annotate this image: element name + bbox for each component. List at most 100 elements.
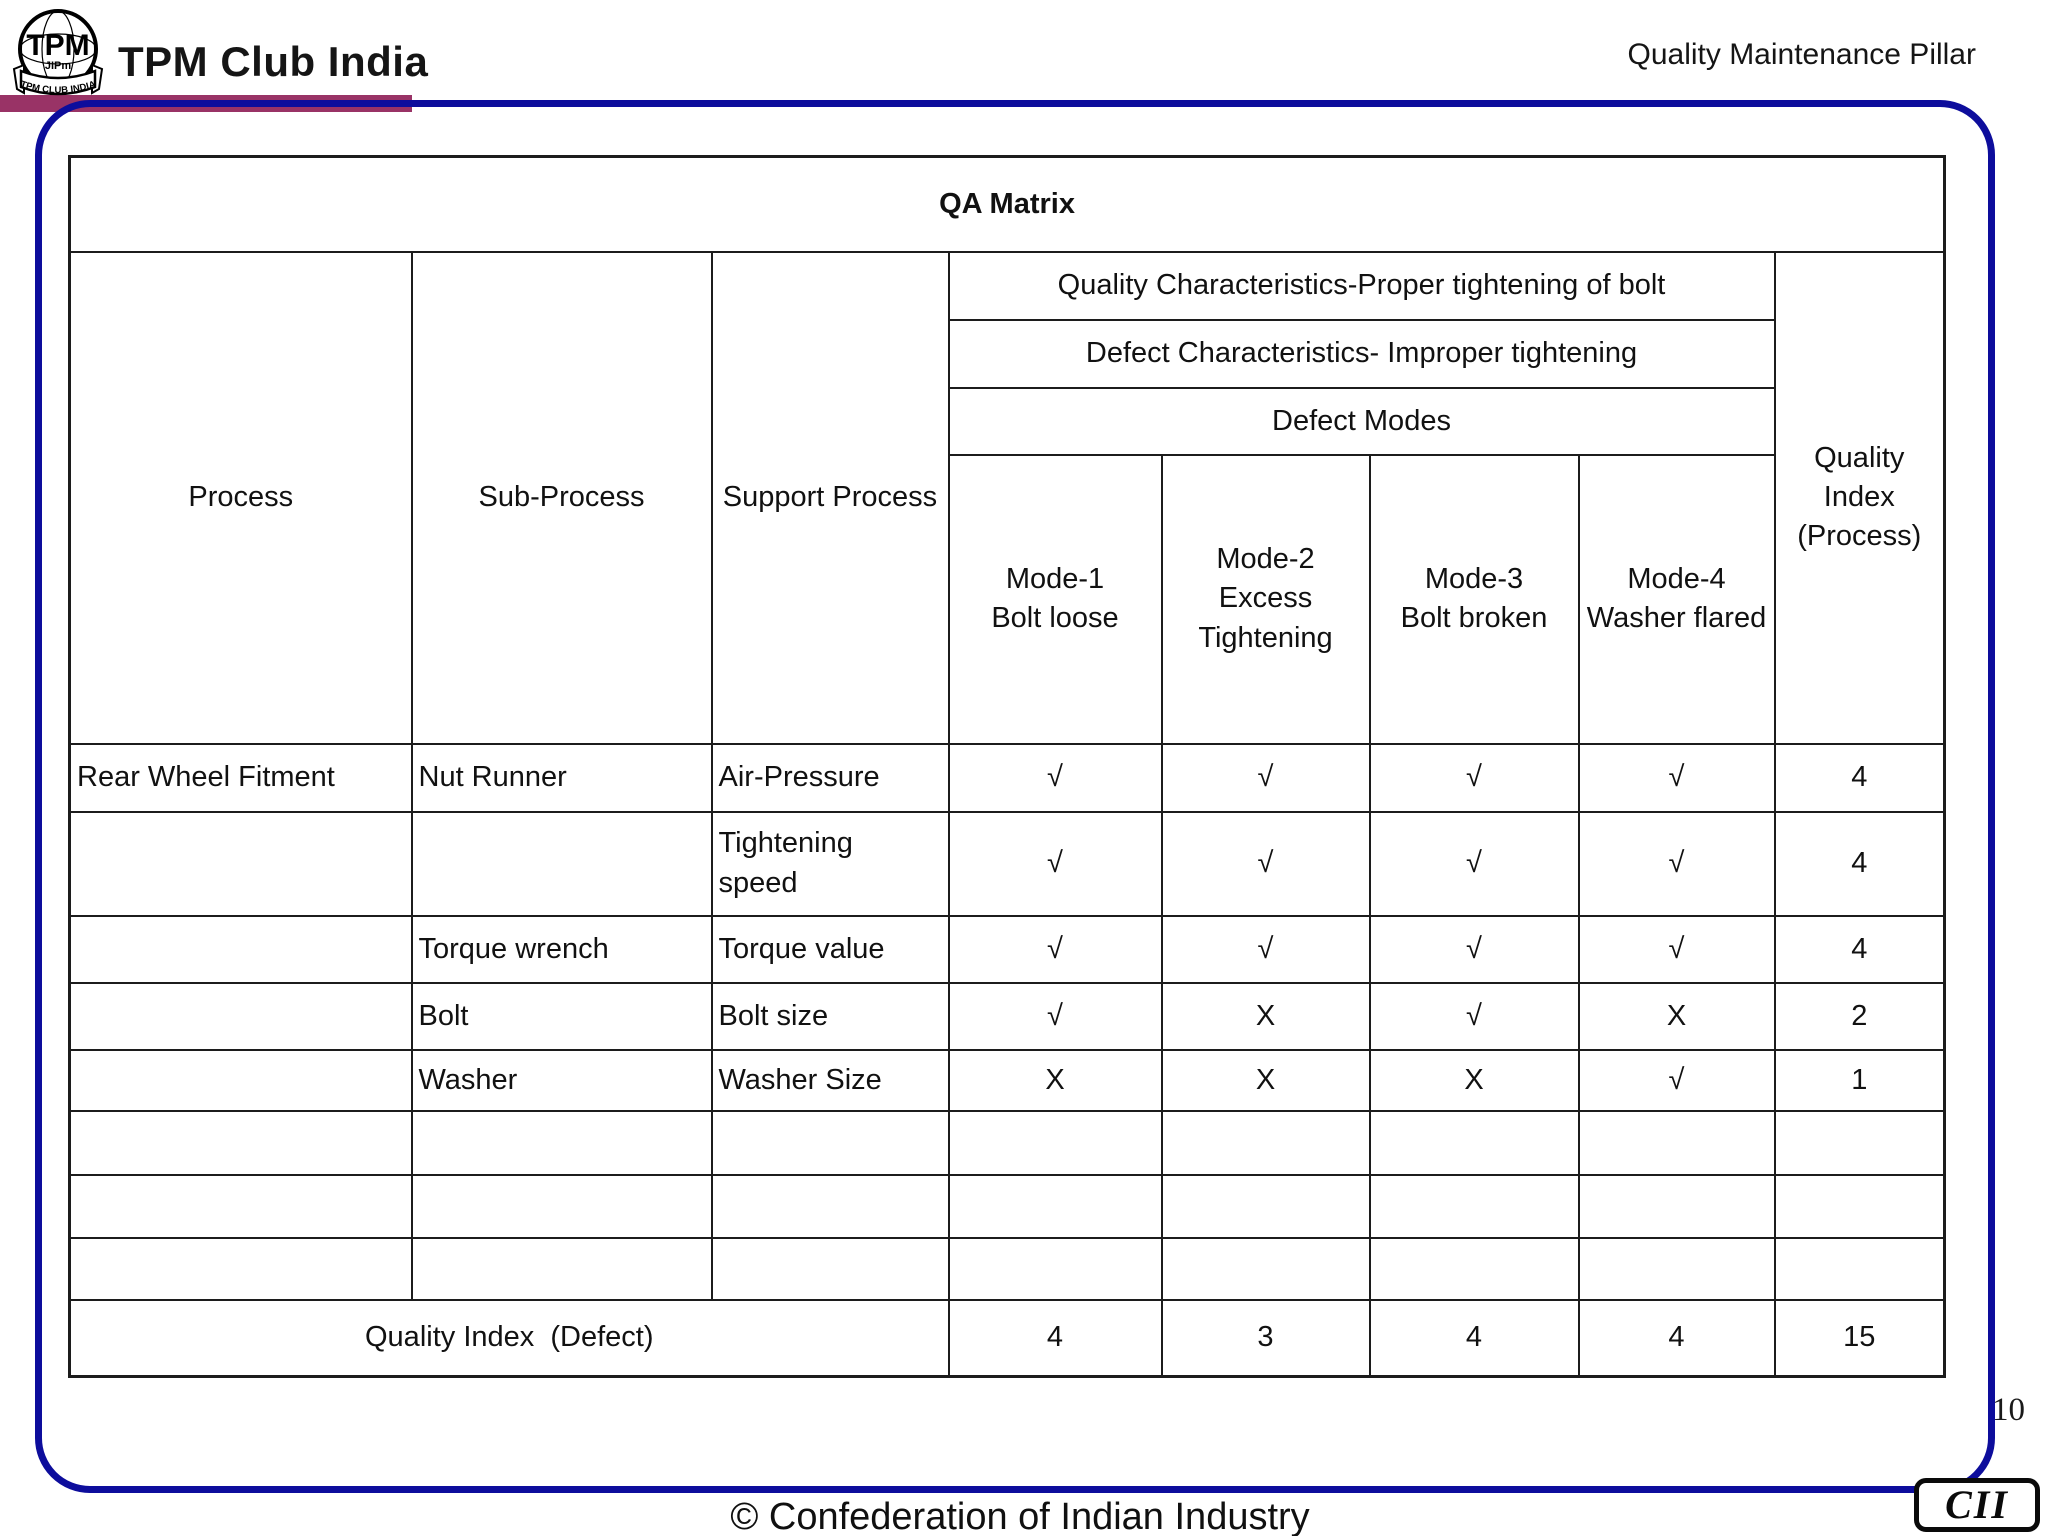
mark-cell: √ — [1160, 742, 1371, 813]
empty-cell — [947, 1173, 1163, 1239]
empty-row — [68, 1236, 1946, 1301]
summary-label: Quality Index (Defect) — [68, 1298, 950, 1378]
col-header-support-process: Support Process — [710, 250, 950, 745]
group-header-quality-characteristics: Quality Characteristics-Proper tightenin… — [947, 250, 1776, 321]
mark-cell: X — [1160, 1048, 1371, 1112]
mode-header-3: Mode-3 Bolt broken — [1368, 453, 1580, 745]
copyright-text: © Confederation of Indian Industry — [730, 1496, 1310, 1536]
mark-cell: √ — [947, 742, 1163, 813]
mark-cell: √ — [1368, 981, 1580, 1051]
mark-cell: X — [1160, 981, 1371, 1051]
empty-cell — [1160, 1236, 1371, 1301]
empty-cell — [1773, 1236, 1946, 1301]
logo-tpm-text: TPM — [26, 29, 89, 62]
brand-title: TPM Club India — [118, 38, 429, 85]
mark-cell: X — [1577, 981, 1776, 1051]
defect-index-cell: 4 — [947, 1298, 1163, 1378]
empty-cell — [1368, 1109, 1580, 1176]
mark-cell: √ — [947, 810, 1163, 917]
empty-cell — [1577, 1236, 1776, 1301]
empty-cell — [710, 1236, 950, 1301]
table-row: Torque wrench Torque value √ √ √ √ 4 — [68, 914, 1946, 984]
mode-header-1: Mode-1 Bolt loose — [947, 453, 1163, 745]
quality-index-cell: 2 — [1773, 981, 1946, 1051]
table-row: Rear Wheel Fitment Nut Runner Air-Pressu… — [68, 742, 1946, 813]
process-cell: Rear Wheel Fitment — [68, 742, 413, 813]
support-process-cell: Bolt size — [710, 981, 950, 1051]
empty-cell — [947, 1236, 1163, 1301]
empty-cell — [710, 1173, 950, 1239]
page-number: 10 — [1992, 1392, 2025, 1428]
empty-cell — [410, 1109, 713, 1176]
empty-cell — [1577, 1173, 1776, 1239]
table-row: Washer Washer Size X X X √ 1 — [68, 1048, 1946, 1112]
svg-text:TPM CLUB INDIA: TPM CLUB INDIA — [19, 79, 97, 96]
cii-logo: CII — [1914, 1478, 2040, 1532]
qa-matrix-table: QA Matrix Process Sub-Process Support Pr… — [68, 155, 1947, 1378]
col-header-sub-process: Sub-Process — [410, 250, 713, 745]
quality-index-cell: 4 — [1773, 742, 1946, 813]
globe-line — [19, 33, 97, 65]
group-header-defect-modes: Defect Modes — [947, 386, 1776, 456]
empty-cell — [1160, 1109, 1371, 1176]
table-row: Tightening speed √ √ √ √ 4 — [68, 810, 1946, 917]
sub-process-cell: Bolt — [410, 981, 713, 1051]
empty-cell — [1773, 1109, 1946, 1176]
mark-cell: √ — [1160, 810, 1371, 917]
empty-cell — [68, 1236, 413, 1301]
mark-cell: √ — [1368, 914, 1580, 984]
defect-index-cell: 4 — [1368, 1298, 1580, 1378]
tpm-club-logo: TPM JIPm TPM CLUB INDIA — [12, 9, 104, 96]
empty-row — [68, 1109, 1946, 1176]
empty-cell — [1160, 1173, 1371, 1239]
support-process-cell: Torque value — [710, 914, 950, 984]
defect-index-cell: 3 — [1160, 1298, 1371, 1378]
cii-logo-text: CII — [1945, 1482, 2009, 1527]
sub-process-cell: Nut Runner — [410, 742, 713, 813]
empty-cell — [1368, 1236, 1580, 1301]
mark-cell: √ — [947, 981, 1163, 1051]
quality-index-cell: 4 — [1773, 810, 1946, 917]
table-row: Bolt Bolt size √ X √ X 2 — [68, 981, 1946, 1051]
process-cell — [68, 1048, 413, 1112]
support-process-cell: Tightening speed — [710, 810, 950, 917]
process-cell — [68, 981, 413, 1051]
logo-banner-text: TPM CLUB INDIA — [19, 79, 97, 96]
mode-header-4: Mode-4 Washer flared — [1577, 453, 1776, 745]
mark-cell: √ — [1577, 914, 1776, 984]
mark-cell: √ — [1368, 742, 1580, 813]
quality-index-cell: 1 — [1773, 1048, 1946, 1112]
mark-cell: √ — [1368, 810, 1580, 917]
defect-index-cell: 4 — [1577, 1298, 1776, 1378]
support-process-cell: Washer Size — [710, 1048, 950, 1112]
mark-cell: √ — [1160, 914, 1371, 984]
mark-cell: X — [947, 1048, 1163, 1112]
defect-index-total-cell: 15 — [1773, 1298, 1946, 1378]
logo-jipm-text: JIPm — [45, 60, 72, 72]
process-cell — [68, 914, 413, 984]
pillar-title: Quality Maintenance Pillar — [1627, 38, 1976, 71]
empty-cell — [410, 1236, 713, 1301]
mark-cell: √ — [947, 914, 1163, 984]
group-header-defect-characteristics: Defect Characteristics- Improper tighten… — [947, 318, 1776, 389]
empty-cell — [1773, 1173, 1946, 1239]
empty-row — [68, 1173, 1946, 1239]
summary-row: Quality Index (Defect) 4 3 4 4 15 — [68, 1298, 1946, 1378]
col-header-quality-index-process: Quality Index (Process) — [1773, 250, 1946, 745]
empty-cell — [1368, 1173, 1580, 1239]
mark-cell: √ — [1577, 810, 1776, 917]
support-process-cell: Air-Pressure — [710, 742, 950, 813]
empty-cell — [68, 1173, 413, 1239]
table-title: QA Matrix — [68, 155, 1946, 253]
logo-banner-ribbon — [19, 69, 97, 96]
empty-cell — [68, 1109, 413, 1176]
col-header-process: Process — [68, 250, 413, 745]
mark-cell: X — [1368, 1048, 1580, 1112]
mark-cell: √ — [1577, 742, 1776, 813]
sub-process-cell — [410, 810, 713, 917]
process-cell — [68, 810, 413, 917]
empty-cell — [710, 1109, 950, 1176]
empty-cell — [947, 1109, 1163, 1176]
quality-index-cell: 4 — [1773, 914, 1946, 984]
